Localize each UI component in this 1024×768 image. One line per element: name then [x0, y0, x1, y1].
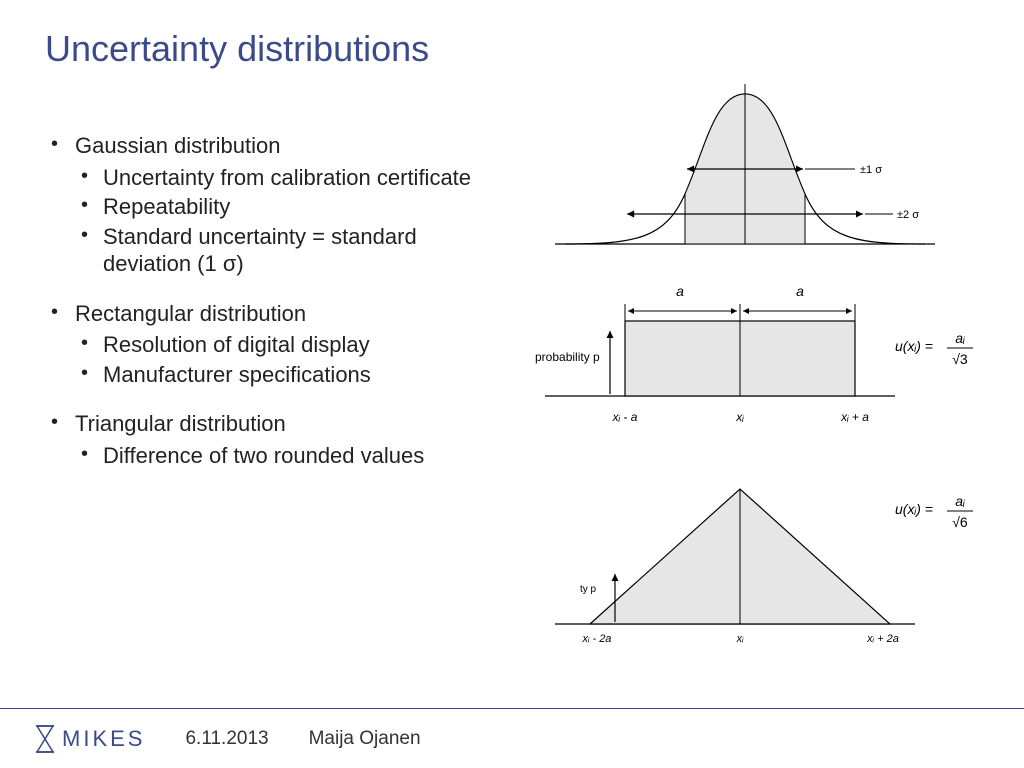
- tri-y-label: ty p: [580, 584, 597, 595]
- svg-text:√3: √3: [952, 351, 968, 367]
- bullet-sub: Standard uncertainty = standard deviatio…: [75, 223, 505, 278]
- triangular-diagram: ty p xᵢ - 2a xᵢ xᵢ + 2a u(xᵢ) = aᵢ √6: [515, 464, 985, 659]
- bullet-sub: Resolution of digital display: [75, 331, 505, 359]
- x-label: xᵢ: [735, 410, 744, 424]
- bullet-sub: Difference of two rounded values: [75, 442, 505, 470]
- svg-text:aᵢ: aᵢ: [955, 330, 965, 346]
- tri-formula: u(xᵢ) = aᵢ √6: [895, 493, 973, 530]
- width-a-right: a: [796, 283, 804, 299]
- mikes-logo: MIKES: [34, 724, 145, 754]
- hourglass-icon: [34, 724, 56, 754]
- x-label: xᵢ + a: [840, 410, 869, 424]
- bullet-sub: Repeatability: [75, 193, 505, 221]
- rectangular-diagram: a a probability p xᵢ - a xᵢ xᵢ + a u(xᵢ)…: [515, 276, 985, 451]
- bullet-column: Gaussian distribution Uncertainty from c…: [45, 84, 505, 700]
- footer-date: 6.11.2013: [185, 728, 268, 750]
- svg-text:aᵢ: aᵢ: [955, 493, 965, 509]
- x-label: xᵢ - 2a: [582, 633, 612, 645]
- x-label: xᵢ: [736, 633, 745, 645]
- bullet-gaussian: Gaussian distribution Uncertainty from c…: [45, 132, 505, 278]
- bullet-triangular: Triangular distribution Difference of tw…: [45, 410, 505, 469]
- slide-title: Uncertainty distributions: [45, 28, 979, 70]
- bullet-heading: Gaussian distribution: [75, 133, 280, 158]
- x-label: xᵢ + 2a: [866, 633, 899, 645]
- svg-text:√6: √6: [952, 514, 968, 530]
- bullet-heading: Triangular distribution: [75, 411, 286, 436]
- prob-p-label: probability p: [535, 350, 600, 364]
- bullet-sub: Uncertainty from calibration certificate: [75, 164, 505, 192]
- rect-formula: u(xᵢ) = aᵢ √3: [895, 330, 973, 367]
- diagram-column: ±1 σ ±2 σ: [515, 84, 979, 700]
- svg-text:u(xᵢ) =: u(xᵢ) =: [895, 338, 933, 354]
- width-a-left: a: [676, 283, 684, 299]
- svg-text:u(xᵢ) =: u(xᵢ) =: [895, 501, 933, 517]
- gaussian-diagram: ±1 σ ±2 σ: [515, 74, 975, 274]
- bullet-rectangular: Rectangular distribution Resolution of d…: [45, 300, 505, 389]
- sigma1-label: ±1 σ: [860, 164, 882, 176]
- x-label: xᵢ - a: [612, 410, 638, 424]
- footer-author: Maija Ojanen: [309, 728, 421, 750]
- bullet-sub: Manufacturer specifications: [75, 361, 505, 389]
- sigma2-label: ±2 σ: [897, 209, 919, 221]
- bullet-heading: Rectangular distribution: [75, 301, 306, 326]
- slide-footer: MIKES 6.11.2013 Maija Ojanen: [0, 708, 1024, 768]
- logo-text: MIKES: [62, 726, 145, 752]
